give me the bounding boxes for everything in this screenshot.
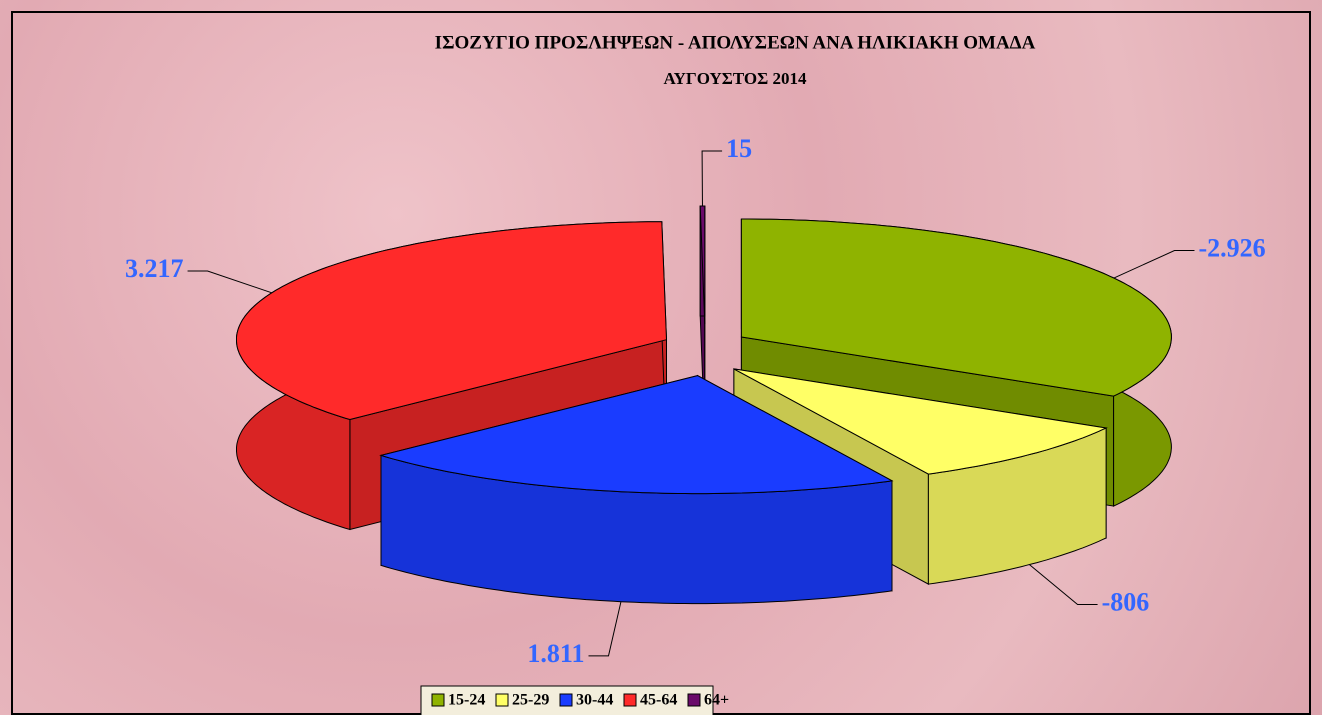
legend: 15-24 25-29 30-44 45-64 64+ (420, 685, 729, 715)
leader-line (701, 150, 723, 207)
data-label: -806 (1102, 587, 1150, 616)
slice (379, 374, 894, 605)
slice-top (740, 218, 1172, 397)
leader-line (1113, 250, 1195, 279)
slice-top (733, 368, 1108, 475)
data-label: 3.217 (125, 254, 184, 283)
data-label: 15 (726, 134, 752, 163)
legend-swatch (559, 693, 573, 707)
legend-label: 64+ (704, 692, 729, 709)
leader-line (187, 270, 272, 294)
data-label: 1.811 (527, 639, 584, 668)
slice-top (379, 375, 894, 495)
leader-line (588, 601, 622, 657)
legend-label: 45-64 (640, 692, 677, 709)
data-label: -2.926 (1198, 234, 1265, 263)
chart-title: ΙΣΟΖΥΓΙΟ ΠΡΟΣΛΗΨΕΩΝ - ΑΠΟΛΥΣΕΩΝ ΑΝΑ ΗΛΙΚ… (435, 32, 1036, 53)
legend-swatch (687, 693, 701, 707)
legend-label: 30-44 (576, 692, 613, 709)
legend-swatch (495, 693, 509, 707)
legend-swatch (431, 693, 445, 707)
chart-subtitle: ΑΥΓΟΥΣΤΟΣ 2014 (664, 69, 807, 88)
legend-label: 25-29 (512, 692, 549, 709)
legend-swatch (623, 693, 637, 707)
leader-line (1029, 564, 1098, 606)
legend-label: 15-24 (448, 692, 485, 709)
